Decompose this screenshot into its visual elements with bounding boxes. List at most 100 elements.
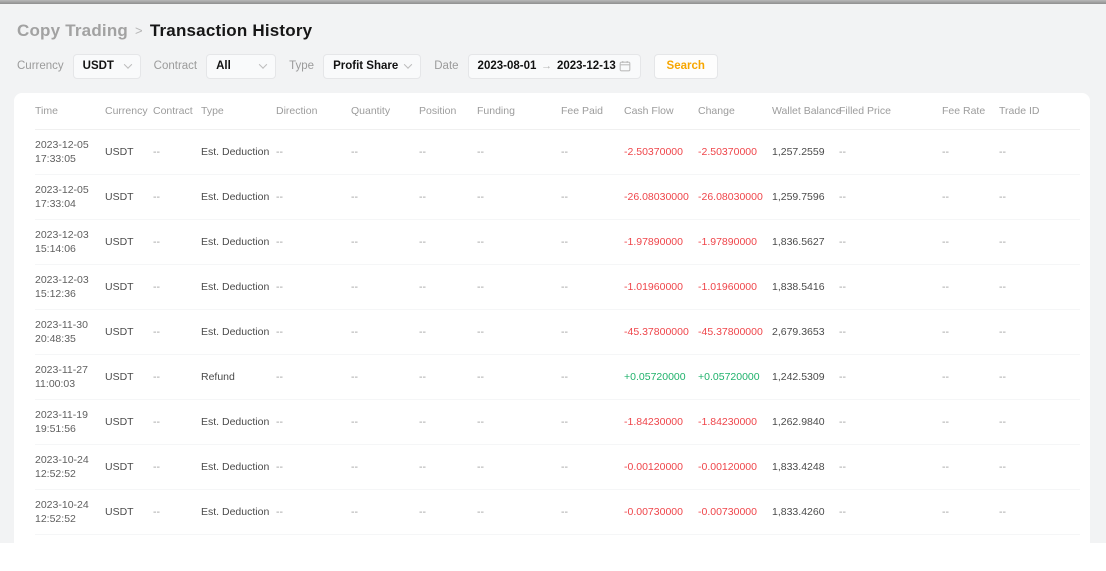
cell-type: Est. Deduction: [201, 129, 276, 175]
column-header-funding: Funding: [477, 93, 561, 130]
cell-direction: --: [276, 399, 351, 445]
date-range-picker[interactable]: 2023-08-01 → 2023-12-13: [467, 53, 641, 79]
cell-direction: --: [276, 219, 351, 265]
cell-fee-paid: --: [561, 264, 624, 310]
cell-filled-price: --: [839, 174, 942, 220]
cell-fee-rate: --: [942, 264, 999, 310]
cell-change: -2.50370000: [698, 129, 772, 175]
cell-wallet-balance: 2,679.3653: [772, 309, 839, 355]
cell-filled-price: --: [839, 399, 942, 445]
cell-filled-price: --: [839, 354, 942, 400]
column-header-direction: Direction: [276, 93, 351, 130]
cell-fee-rate: --: [942, 489, 999, 535]
column-header-currency: Currency: [105, 93, 153, 130]
cell-filled-price: --: [839, 129, 942, 175]
cell-time: 2023-11-19 19:51:56: [35, 399, 105, 445]
contract-select[interactable]: All: [206, 53, 277, 79]
cell-fee-paid: --: [561, 129, 624, 175]
contract-filter-label: Contract: [153, 60, 198, 72]
cell-wallet-balance: 1,257.2559: [772, 129, 839, 175]
date-filter-label: Date: [434, 60, 459, 72]
table-row: 2023-10-24 12:52:52 USDT -- Est. Deduction -…: [35, 489, 1080, 535]
cell-wallet-balance: 1,838.5416: [772, 264, 839, 310]
cell-type: Est. Deduction: [201, 489, 276, 535]
cell-direction: --: [276, 174, 351, 220]
chevron-down-icon: [404, 60, 413, 69]
cell-currency: USDT: [105, 174, 153, 220]
cell-contract: --: [153, 309, 201, 355]
cell-cash-flow: -26.08030000: [624, 174, 698, 220]
currency-select[interactable]: USDT: [72, 53, 141, 79]
cell-funding: --: [477, 444, 561, 490]
cell-funding: --: [477, 309, 561, 355]
cell-change: -0.00730000: [698, 489, 772, 535]
cell-currency: USDT: [105, 264, 153, 310]
cell-fee-rate: --: [942, 399, 999, 445]
table-body: 2023-12-05 17:33:05 USDT -- Est. Deduction -…: [35, 129, 1080, 535]
cell-filled-price: --: [839, 264, 942, 310]
cell-change: -26.08030000: [698, 174, 772, 220]
cell-time: 2023-12-03 15:14:06: [35, 219, 105, 265]
cell-fee-rate: --: [942, 174, 999, 220]
cell-change: -45.37800000: [698, 309, 772, 355]
breadcrumb: Copy Trading > Transaction History: [0, 4, 1106, 41]
cell-contract: --: [153, 354, 201, 400]
type-select[interactable]: Profit Share: [323, 53, 422, 79]
cell-position: --: [419, 444, 477, 490]
cell-cash-flow: -0.00120000: [624, 444, 698, 490]
cell-type: Est. Deduction: [201, 264, 276, 310]
cell-fee-rate: --: [942, 129, 999, 175]
cell-position: --: [419, 219, 477, 265]
column-header-fee-paid: Fee Paid: [561, 93, 624, 130]
cell-currency: USDT: [105, 354, 153, 400]
cell-trade-id: --: [999, 174, 1080, 220]
date-start-value: 2023-08-01: [477, 60, 537, 72]
cell-trade-id: --: [999, 219, 1080, 265]
cell-cash-flow: -2.50370000: [624, 129, 698, 175]
cell-filled-price: --: [839, 219, 942, 265]
cell-direction: --: [276, 309, 351, 355]
cell-trade-id: --: [999, 444, 1080, 490]
cell-cash-flow: +0.05720000: [624, 354, 698, 400]
cell-change: -1.97890000: [698, 219, 772, 265]
column-header-change: Change: [698, 93, 772, 130]
cell-filled-price: --: [839, 444, 942, 490]
cell-currency: USDT: [105, 444, 153, 490]
cell-funding: --: [477, 219, 561, 265]
cell-fee-paid: --: [561, 174, 624, 220]
cell-filled-price: --: [839, 489, 942, 535]
cell-cash-flow: -0.00730000: [624, 489, 698, 535]
table-row: 2023-12-05 17:33:04 USDT -- Est. Deduction -…: [35, 174, 1080, 220]
cell-currency: USDT: [105, 489, 153, 535]
cell-cash-flow: -45.37800000: [624, 309, 698, 355]
transaction-table-card: Time Currency Contract Type Direction Quantit…: [14, 93, 1090, 551]
cell-contract: --: [153, 264, 201, 310]
cell-currency: USDT: [105, 219, 153, 265]
page-background: Copy Trading > Transaction History Currenc…: [0, 4, 1106, 551]
cell-fee-paid: --: [561, 444, 624, 490]
cell-contract: --: [153, 489, 201, 535]
cell-trade-id: --: [999, 354, 1080, 400]
cell-fee-rate: --: [942, 444, 999, 490]
cell-wallet-balance: 1,833.4260: [772, 489, 839, 535]
cell-trade-id: --: [999, 309, 1080, 355]
search-button[interactable]: Search: [653, 53, 718, 79]
cell-fee-paid: --: [561, 489, 624, 535]
cell-currency: USDT: [105, 399, 153, 445]
breadcrumb-parent-link[interactable]: Copy Trading: [17, 21, 129, 40]
type-filter-label: Type: [289, 60, 315, 72]
cell-direction: --: [276, 129, 351, 175]
column-header-quantity: Quantity: [351, 93, 419, 130]
cell-fee-paid: --: [561, 399, 624, 445]
cell-fee-rate: --: [942, 354, 999, 400]
column-header-position: Position: [419, 93, 477, 130]
cell-quantity: --: [351, 444, 419, 490]
cell-funding: --: [477, 399, 561, 445]
cell-funding: --: [477, 489, 561, 535]
cell-contract: --: [153, 174, 201, 220]
currency-select-value: USDT: [82, 60, 114, 72]
cell-trade-id: --: [999, 264, 1080, 310]
cell-change: -1.01960000: [698, 264, 772, 310]
table-row: 2023-11-30 20:48:35 USDT -- Est. Deduction -…: [35, 309, 1080, 355]
cell-fee-paid: --: [561, 219, 624, 265]
